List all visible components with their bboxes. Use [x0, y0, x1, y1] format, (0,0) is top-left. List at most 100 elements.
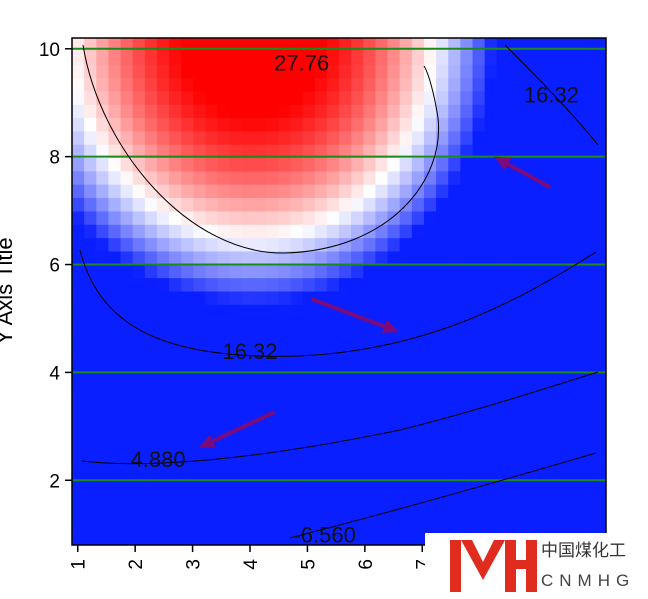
heatmap-cell [108, 104, 122, 119]
heatmap-cell [448, 518, 461, 533]
heatmap-cell [217, 118, 231, 132]
heatmap-cell [472, 318, 486, 333]
heatmap-cell [484, 491, 498, 506]
heatmap-cell [193, 318, 207, 333]
heatmap-cell [375, 371, 389, 386]
heatmap-cell [326, 424, 340, 439]
heatmap-cell [229, 304, 243, 319]
heatmap-cell [545, 104, 559, 119]
heatmap-cell [314, 531, 328, 545]
heatmap-cell [181, 278, 194, 293]
heatmap-cell [375, 118, 389, 132]
heatmap-cell [132, 371, 146, 386]
heatmap-cell [508, 51, 522, 66]
heatmap-cell [399, 251, 413, 266]
heatmap-cell [314, 424, 328, 439]
heatmap-cell [84, 64, 97, 79]
heatmap-cell [533, 264, 546, 279]
heatmap-cell [193, 531, 207, 545]
heatmap-cell [363, 211, 377, 226]
heatmap-cell [108, 331, 122, 346]
heatmap-cell [96, 171, 110, 186]
heatmap-cell [205, 51, 219, 66]
heatmap-cell [533, 304, 546, 319]
heatmap-cell [557, 358, 571, 373]
heatmap-cell [84, 38, 97, 52]
heatmap-cell [314, 344, 328, 359]
heatmap-cell [156, 344, 170, 359]
heatmap-cell [411, 211, 425, 226]
heatmap-cell [278, 51, 292, 66]
heatmap-cell [593, 224, 606, 239]
heatmap-cell [496, 384, 510, 399]
heatmap-cell [375, 251, 389, 266]
heatmap-cell [217, 131, 231, 146]
heatmap-cell [423, 51, 437, 66]
heatmap-cell [302, 464, 316, 479]
heatmap-cell [108, 144, 122, 159]
heatmap-cell [545, 291, 559, 306]
heatmap-cell [484, 158, 498, 173]
heatmap-cell [217, 38, 231, 52]
heatmap-cell [521, 238, 534, 253]
heatmap-cell [96, 158, 110, 173]
heatmap-cell [448, 398, 461, 413]
heatmap-cell [241, 198, 255, 213]
heatmap-cell [436, 478, 449, 493]
heatmap-cell [290, 64, 304, 79]
heatmap-cell [193, 478, 207, 493]
heatmap-cell [217, 171, 231, 186]
heatmap-cell [314, 278, 328, 293]
heatmap-cell [241, 171, 255, 186]
heatmap-cell [169, 78, 182, 92]
heatmap-cell [533, 198, 546, 213]
heatmap-cell [448, 344, 461, 359]
heatmap-cell [581, 438, 595, 453]
heatmap-cell [533, 251, 546, 266]
heatmap-cell [363, 304, 377, 319]
heatmap-cell [472, 424, 486, 439]
heatmap-cell [193, 464, 207, 479]
heatmap-cell [108, 531, 122, 545]
heatmap-cell [545, 464, 559, 479]
heatmap-cell [496, 251, 510, 266]
heatmap-cell [363, 158, 377, 173]
heatmap-cell [557, 158, 571, 173]
heatmap-cell [193, 171, 207, 186]
heatmap-cell [387, 91, 401, 106]
arrow-head [381, 319, 400, 333]
heatmap-cell [436, 78, 449, 92]
heatmap-cell [326, 318, 340, 333]
heatmap-cell [181, 104, 194, 119]
heatmap-cell [254, 184, 267, 199]
heatmap-cell [229, 331, 243, 346]
heatmap-cell [205, 118, 219, 132]
heatmap-cell [363, 184, 377, 199]
heatmap-cell [144, 171, 158, 186]
heatmap-cell [593, 144, 606, 159]
heatmap-cell [448, 251, 461, 266]
heatmap-cell [508, 224, 522, 239]
heatmap-cell [217, 91, 231, 106]
heatmap-cell [144, 184, 158, 199]
heatmap-cell [217, 158, 231, 173]
heatmap-cell [581, 504, 595, 519]
heatmap-cell [84, 344, 97, 359]
heatmap-cell [326, 411, 340, 426]
heatmap-cell [545, 518, 559, 533]
heatmap-cell [96, 424, 110, 439]
heatmap-cell [326, 238, 340, 253]
heatmap-cell [314, 371, 328, 386]
heatmap-cell [144, 371, 158, 386]
heatmap-cell [387, 531, 401, 545]
heatmap-cell [484, 118, 498, 132]
heatmap-cell [533, 224, 546, 239]
heatmap-cell [181, 144, 194, 159]
heatmap-cell [217, 104, 231, 119]
heatmap-cell [72, 278, 85, 293]
heatmap-cell [132, 438, 146, 453]
heatmap-cell [120, 211, 134, 226]
heatmap-cell [339, 398, 352, 413]
heatmap-cell [132, 478, 146, 493]
heatmap-cell [241, 51, 255, 66]
